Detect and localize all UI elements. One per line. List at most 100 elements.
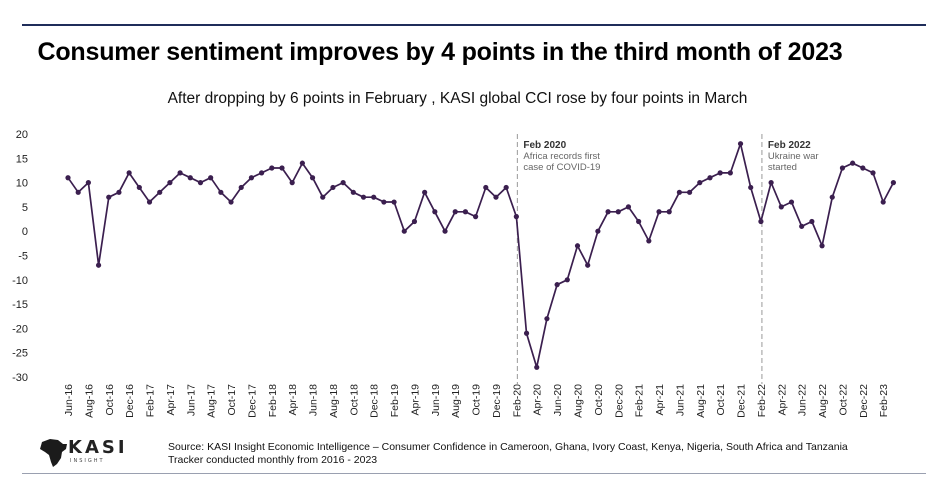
x-tick-label: Dec-20: [613, 384, 625, 418]
x-tick-label: Apr-17: [165, 384, 177, 416]
data-point: [330, 184, 336, 191]
data-point: [167, 180, 173, 186]
data-point: [126, 170, 132, 176]
x-tick-label: Aug-19: [450, 384, 462, 418]
data-point: [238, 184, 244, 191]
data-point: [605, 209, 611, 215]
y-tick-label: 20: [16, 129, 28, 141]
data-point: [136, 184, 142, 191]
data-point: [411, 218, 418, 225]
chart-subtitle: After dropping by 6 points in February ,…: [167, 90, 748, 107]
data-point: [320, 194, 326, 200]
y-tick-label: -5: [18, 251, 28, 263]
data-point: [554, 282, 560, 288]
x-tick-label: Jun-22: [797, 384, 809, 416]
data-point: [656, 209, 662, 215]
top-divider: [22, 24, 926, 26]
y-tick-label: -20: [12, 323, 28, 335]
data-point: [686, 189, 693, 195]
data-point: [493, 194, 499, 200]
data-point: [799, 223, 805, 229]
data-point: [636, 218, 642, 225]
data-point: [727, 170, 733, 176]
data-point: [442, 228, 448, 234]
data-point: [432, 209, 438, 215]
x-tick-label: Jun-19: [430, 384, 442, 416]
bottom-divider: [22, 473, 926, 474]
data-point: [717, 170, 723, 176]
data-point: [116, 189, 122, 195]
data-point: [106, 194, 112, 200]
x-tick-label: Dec-16: [124, 384, 136, 418]
x-tick-label: Jun-20: [552, 384, 564, 416]
x-tick-label: Apr-20: [532, 384, 544, 416]
x-tick-label: Apr-19: [409, 384, 421, 416]
x-tick-label: Aug-16: [83, 384, 95, 418]
data-point: [146, 199, 153, 205]
annotation-text: started: [768, 162, 797, 173]
annotation-title: Feb 2020: [523, 140, 566, 151]
data-point: [850, 160, 856, 166]
x-tick-label: Dec-22: [858, 384, 870, 418]
y-tick-label: -10: [12, 275, 28, 287]
data-point: [758, 218, 764, 225]
data-point: [860, 165, 866, 171]
y-tick-label: 10: [16, 178, 28, 190]
data-point: [574, 243, 581, 249]
x-tick-label: Aug-22: [817, 384, 829, 418]
source-line-1: Source: KASI Insight Economic Intelligen…: [168, 441, 848, 453]
x-tick-label: Oct-18: [348, 384, 360, 416]
chart-title: Consumer sentiment improves by 4 points …: [37, 38, 843, 66]
y-tick-label: 15: [16, 153, 28, 165]
x-tick-label: Oct-22: [837, 384, 849, 416]
data-point: [564, 277, 570, 283]
data-point: [452, 209, 458, 215]
annotation-title: Feb 2022: [768, 140, 811, 151]
data-point: [829, 194, 835, 200]
data-point: [309, 175, 316, 181]
africa-map-logo-icon: [40, 439, 67, 467]
x-tick-label: Jun-18: [308, 384, 320, 416]
data-point: [208, 175, 214, 181]
data-point: [534, 364, 540, 370]
data-point: [748, 184, 754, 191]
x-tick-label: Oct-21: [715, 384, 727, 416]
x-tick-label: Aug-18: [328, 384, 340, 418]
data-point: [819, 243, 825, 249]
source-note: Source: KASI Insight Economic Intelligen…: [168, 441, 848, 467]
y-tick-label: -25: [12, 348, 28, 360]
x-tick-label: Oct-16: [104, 384, 116, 416]
data-point: [269, 165, 275, 171]
data-point: [279, 165, 285, 171]
y-axis: 20 15 10 5 0 -5 -10 -15 -20 -25 -30: [12, 129, 28, 384]
x-tick-label: Jun-16: [63, 384, 75, 416]
data-point: [177, 170, 183, 176]
data-point: [737, 141, 744, 147]
data-point: [360, 194, 367, 200]
data-point: [870, 170, 876, 176]
x-tick-label: Feb-23: [878, 384, 890, 417]
x-axis: Jun-16 Aug-16 Oct-16 Dec-16 Feb-17 Apr-17 Jun-…: [63, 384, 890, 418]
data-point: [595, 228, 601, 234]
x-tick-label: Oct-17: [226, 384, 238, 416]
y-tick-label: -30: [12, 372, 28, 384]
data-point: [462, 209, 469, 215]
annotation-text: Africa records first: [523, 151, 600, 162]
x-tick-label: Feb-21: [634, 384, 646, 417]
x-tick-label: Feb-19: [389, 384, 401, 417]
data-point: [157, 189, 163, 195]
data-point: [187, 175, 193, 181]
data-point: [839, 165, 846, 171]
data-point: [697, 180, 703, 186]
data-point: [788, 199, 795, 205]
logo-wordmark: KASI: [68, 437, 128, 458]
data-point: [248, 175, 255, 181]
data-point: [585, 262, 591, 268]
data-point: [768, 180, 774, 186]
line-chart: 20 15 10 5 0 -5 -10 -15 -20 -25 -30 Jun-16 Aug-16 Oc…: [12, 129, 896, 418]
x-tick-label: Jun-21: [674, 384, 686, 416]
data-point: [778, 204, 784, 210]
x-tick-label: Apr-22: [776, 384, 788, 416]
x-tick-label: Dec-18: [369, 384, 381, 418]
